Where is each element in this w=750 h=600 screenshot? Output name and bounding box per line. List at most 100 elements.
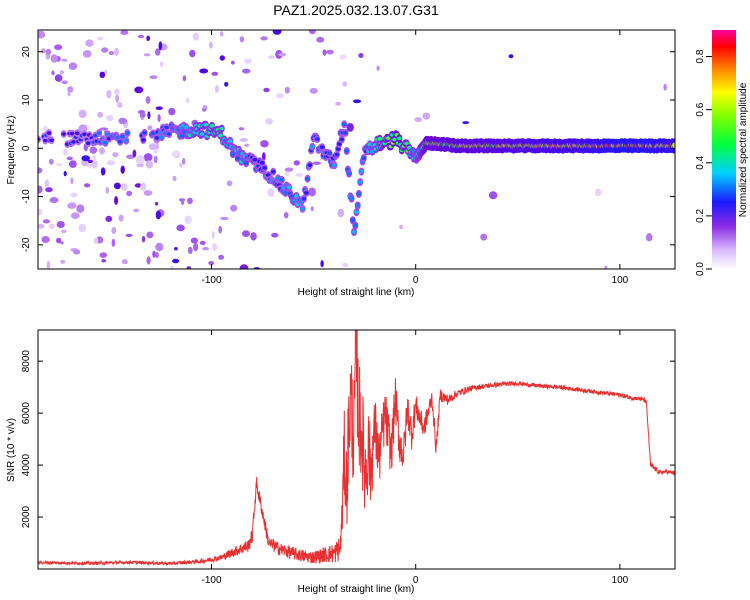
noise-blob	[38, 167, 43, 174]
noise-blob	[231, 60, 235, 65]
noise-blob	[157, 114, 161, 123]
noise-blob	[184, 215, 192, 225]
ridge-core	[219, 126, 225, 131]
noise-blob	[422, 112, 431, 120]
ridge-core	[38, 137, 41, 142]
ridge-core	[310, 144, 315, 149]
noise-blob	[67, 86, 74, 93]
noise-blob	[105, 186, 110, 194]
noise-blob	[125, 233, 133, 237]
y-tick-label: -10	[21, 189, 32, 204]
noise-blob	[352, 99, 362, 104]
ridge-core	[235, 156, 241, 161]
noise-blob	[41, 236, 50, 243]
noise-blob	[78, 109, 87, 119]
noise-blob	[594, 188, 602, 197]
noise-blob	[218, 254, 225, 260]
noise-blob	[250, 232, 257, 241]
noise-blob	[89, 146, 98, 154]
noise-blob	[49, 197, 59, 204]
noise-blob	[176, 224, 185, 232]
noise-blob	[199, 68, 209, 74]
ridge-core	[336, 142, 342, 146]
noise-blob	[146, 231, 154, 239]
noise-blob	[121, 259, 128, 265]
noise-blob	[114, 196, 119, 205]
noise-blob	[146, 256, 151, 265]
ridge-core	[307, 163, 313, 167]
noise-blob	[141, 235, 146, 243]
ridge-core	[123, 138, 129, 143]
noise-blob	[262, 152, 266, 161]
colorbar-tick-label: 0.2	[695, 209, 706, 223]
noise-blob	[81, 155, 90, 162]
noise-blob	[293, 160, 300, 166]
noise-blob	[108, 51, 115, 56]
ridge-core	[314, 137, 320, 141]
noise-blob	[137, 34, 145, 39]
noise-blob	[113, 182, 121, 190]
noise-blob	[226, 180, 233, 187]
ridge-core	[243, 161, 249, 165]
noise-blob	[230, 204, 238, 212]
ridge-core	[140, 138, 146, 142]
ridge-core	[351, 230, 357, 234]
ridge-core	[125, 131, 130, 135]
snr-x-axis: -100 0 100	[202, 330, 629, 586]
y-tick-label: 10	[21, 94, 32, 106]
y-tick-label: 20	[21, 46, 32, 58]
noise-blob	[238, 127, 245, 131]
ridge-core	[349, 196, 354, 201]
ridge-core	[71, 140, 76, 144]
ridge-core	[42, 138, 48, 143]
noise-blob	[100, 167, 106, 176]
noise-blob	[239, 264, 249, 269]
noise-blob	[63, 148, 68, 156]
noise-blob	[214, 85, 219, 93]
noise-blob	[346, 123, 354, 132]
noise-blob	[308, 30, 316, 35]
noise-blob	[155, 201, 159, 206]
ridge-core	[339, 137, 345, 142]
noise-blob	[148, 143, 157, 151]
noise-blob	[146, 35, 151, 42]
noise-blob	[182, 158, 186, 165]
ridge-core	[672, 142, 675, 149]
noise-blob	[244, 143, 250, 147]
noise-blob	[147, 111, 151, 120]
noise-blob	[143, 153, 153, 162]
ridge-core	[82, 132, 87, 137]
ridge-core	[327, 151, 332, 155]
noise-blob	[202, 247, 210, 251]
x-tick-label: -100	[202, 275, 222, 286]
noise-blob	[136, 163, 144, 168]
noise-blob	[316, 36, 325, 43]
noise-blob	[66, 156, 74, 161]
colorbar-gradient	[712, 30, 736, 269]
noise-blob	[105, 215, 113, 222]
noise-blob	[48, 158, 54, 165]
noise-blob	[106, 160, 115, 166]
noise-blob	[99, 127, 109, 131]
ridge-core	[283, 191, 288, 195]
noise-blob	[145, 160, 153, 169]
noise-blob	[312, 161, 322, 165]
noise-blob	[56, 162, 63, 167]
noise-blob	[284, 171, 290, 177]
noise-blob	[171, 150, 181, 158]
noise-blob	[174, 247, 178, 251]
ridge-core	[74, 131, 80, 135]
ridge-core	[159, 135, 165, 140]
noise-blob	[190, 237, 198, 244]
noise-blob	[152, 250, 156, 258]
noise-blob	[192, 32, 199, 41]
noise-blob	[244, 58, 252, 64]
noise-blob	[265, 118, 273, 125]
noise-blob	[121, 183, 128, 191]
noise-blob	[63, 170, 67, 177]
noise-blob	[68, 160, 77, 168]
colorbar-label: Normalized spectral amplitude	[738, 82, 749, 217]
ridge-core	[270, 169, 276, 174]
noise-blob	[126, 190, 133, 197]
noise-blob	[179, 162, 183, 168]
